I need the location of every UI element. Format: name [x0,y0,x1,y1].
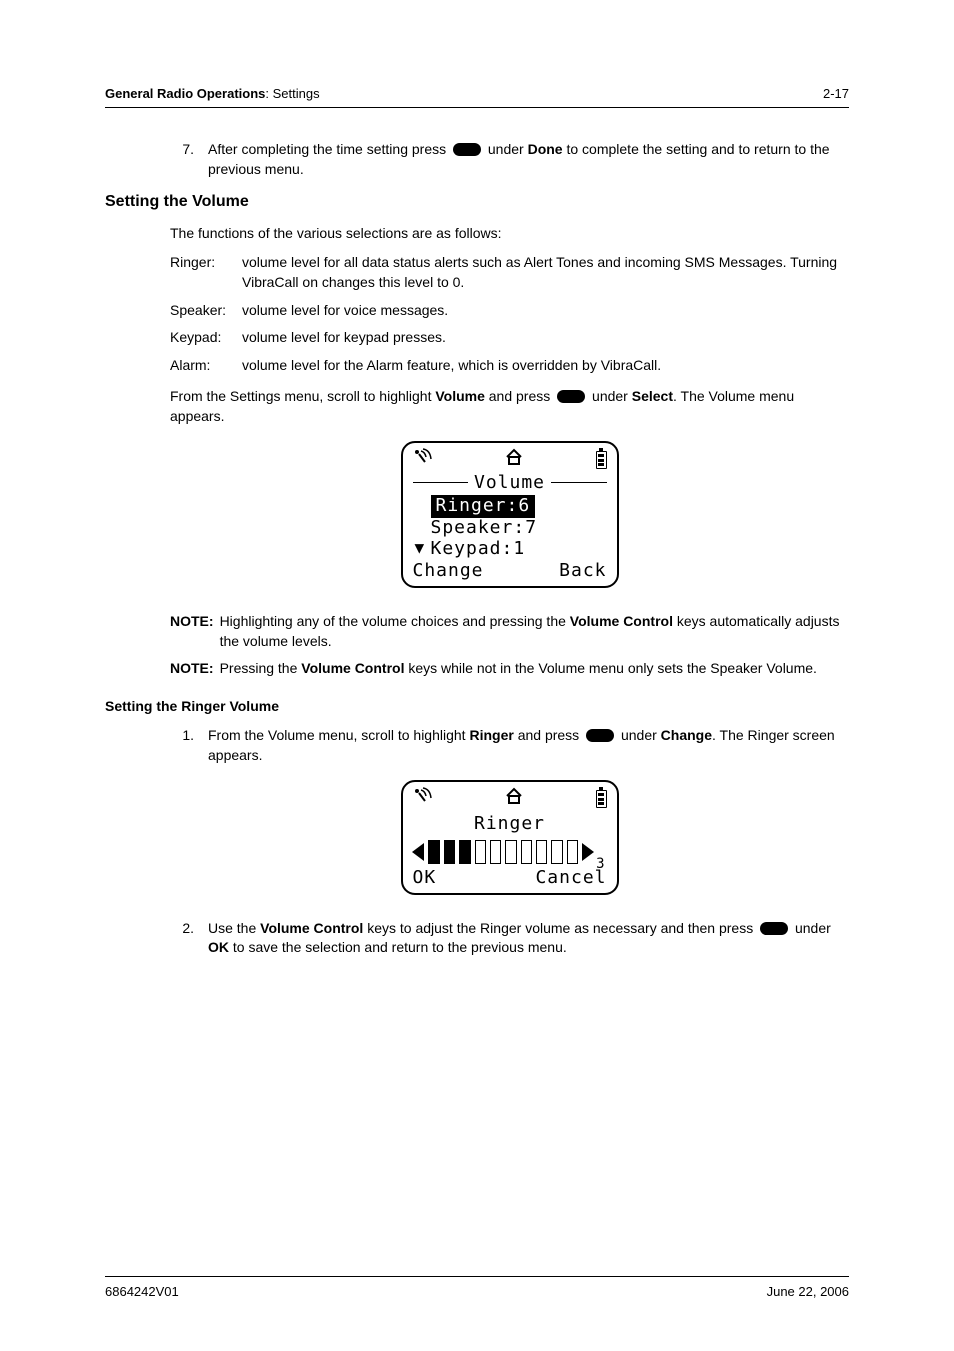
step-text: Use the Volume Control keys to adjust th… [208,919,849,958]
volume-definitions: Ringer: volume level for all data status… [170,253,849,375]
step-number: 2. [170,919,194,958]
lcd-menu-lines: Ringer:6 Speaker:7 Keypad:1 ▼ [413,495,607,559]
home-icon [504,787,524,811]
step-number: 7. [170,140,194,179]
lcd-right-softkey: Back [559,561,606,582]
heading-setting-ringer-volume: Setting the Ringer Volume [105,697,849,717]
step-number: 1. [170,726,194,765]
slider-bar [490,840,501,864]
signal-icon [413,448,433,472]
ringer-step-1: 1. From the Volume menu, scroll to highl… [170,726,849,765]
lcd-menu-line: Keypad:1 [413,539,607,560]
step-text: From the Volume menu, scroll to highligh… [208,726,849,765]
heading-setting-the-volume: Setting the Volume [105,191,849,213]
runhead-left: General Radio Operations: Settings [105,85,320,103]
volume-intro: The functions of the various selections … [170,224,849,244]
softkey-icon [557,390,585,403]
lcd-title-row: Volume [413,473,607,494]
battery-icon [596,790,607,808]
doc-number: 6864242V01 [105,1283,179,1301]
lcd-ringer-illustration: Ringer 3 OK Cancel [170,780,849,895]
slider-bar [505,840,516,864]
note-text: Highlighting any of the volume choices a… [220,612,849,651]
lcd-slider-value: 3 [596,856,604,872]
ringer-steps-cont: 2. Use the Volume Control keys to adjust… [170,919,849,958]
triangle-left-icon [412,843,424,861]
slider-bar [428,840,439,864]
lcd-volume-illustration: Volume Ringer:6 Speaker:7 Keypad:1 ▼ Cha… [170,441,849,588]
def-desc: volume level for voice messages. [242,301,849,321]
def-row: Alarm: volume level for the Alarm featur… [170,356,849,376]
note-2: NOTE: Pressing the Volume Control keys w… [170,659,849,679]
home-icon [504,448,524,472]
continuing-steps: 7. After completing the time setting pre… [170,140,849,179]
triangle-right-icon [582,843,594,861]
softkey-icon [586,729,614,742]
softkey-icon [453,143,481,156]
lcd-menu-line: Speaker:7 [413,518,607,539]
def-desc: volume level for all data status alerts … [242,253,849,292]
slider-bar [444,840,455,864]
def-term: Ringer: [170,253,232,292]
softkey-icon [760,922,788,935]
lcd-screen: Ringer 3 OK Cancel [401,780,619,895]
def-term: Speaker: [170,301,232,321]
lcd-screen: Volume Ringer:6 Speaker:7 Keypad:1 ▼ Cha… [401,441,619,588]
lcd-menu-line: Ringer:6 [431,495,536,518]
doc-date: June 22, 2006 [767,1283,849,1301]
running-footer: 6864242V01 June 22, 2006 [105,1276,849,1301]
signal-icon [413,787,433,811]
lcd-title: Ringer [413,814,607,835]
ringer-steps: 1. From the Volume menu, scroll to highl… [170,726,849,765]
def-row: Keypad: volume level for keypad presses. [170,328,849,348]
section-name-bold: General Radio Operations [105,86,265,101]
lcd-softkey-row: Change Back [413,561,607,582]
lcd-softkey-row: OK Cancel [413,868,607,889]
def-desc: volume level for the Alarm feature, whic… [242,356,849,376]
note-1: NOTE: Highlighting any of the volume cho… [170,612,849,651]
ringer-step-2: 2. Use the Volume Control keys to adjust… [170,919,849,958]
scroll-down-icon: ▼ [415,539,425,557]
slider-bar [475,840,486,864]
def-row: Ringer: volume level for all data status… [170,253,849,292]
step-7: 7. After completing the time setting pre… [170,140,849,179]
step-text: After completing the time setting press … [208,140,849,179]
slider-bar [536,840,547,864]
lcd-left-softkey: Change [413,561,484,582]
battery-icon [596,451,607,469]
slider-bar [521,840,532,864]
lcd-title: Volume [472,473,547,494]
slider-bar [567,840,578,864]
lcd-status-bar [413,449,607,471]
lcd-volume-slider: 3 [413,834,607,866]
page-number: 2-17 [823,85,849,103]
def-term: Alarm: [170,356,232,376]
note-label: NOTE: [170,659,214,679]
volume-nav-instruction: From the Settings menu, scroll to highli… [170,387,849,426]
def-desc: volume level for keypad presses. [242,328,849,348]
lcd-left-softkey: OK [413,868,437,889]
note-text: Pressing the Volume Control keys while n… [220,659,817,679]
def-row: Speaker: volume level for voice messages… [170,301,849,321]
note-label: NOTE: [170,612,214,651]
def-term: Keypad: [170,328,232,348]
lcd-status-bar [413,788,607,810]
section-name-rest: : Settings [265,86,319,101]
slider-bar [551,840,562,864]
slider-bar [459,840,470,864]
running-header: General Radio Operations: Settings 2-17 [105,85,849,108]
